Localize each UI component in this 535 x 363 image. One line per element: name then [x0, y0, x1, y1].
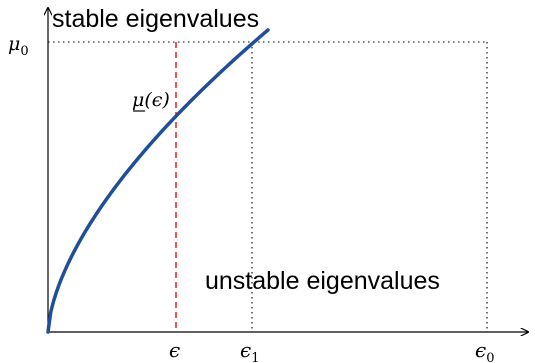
- x-tick-epsilon: ϵ: [169, 338, 180, 362]
- x-tick-epsilon1: ϵ1: [240, 338, 259, 363]
- boundary-curve: [46, 28, 270, 334]
- stable-region-label: stable eigenvalues: [52, 5, 259, 33]
- mu0-label: μ0: [8, 33, 29, 59]
- curve-label: μ(ϵ): [132, 89, 170, 111]
- unstable-region-label: unstable eigenvalues: [205, 267, 440, 295]
- x-tick-epsilon0: ϵ0: [475, 338, 494, 363]
